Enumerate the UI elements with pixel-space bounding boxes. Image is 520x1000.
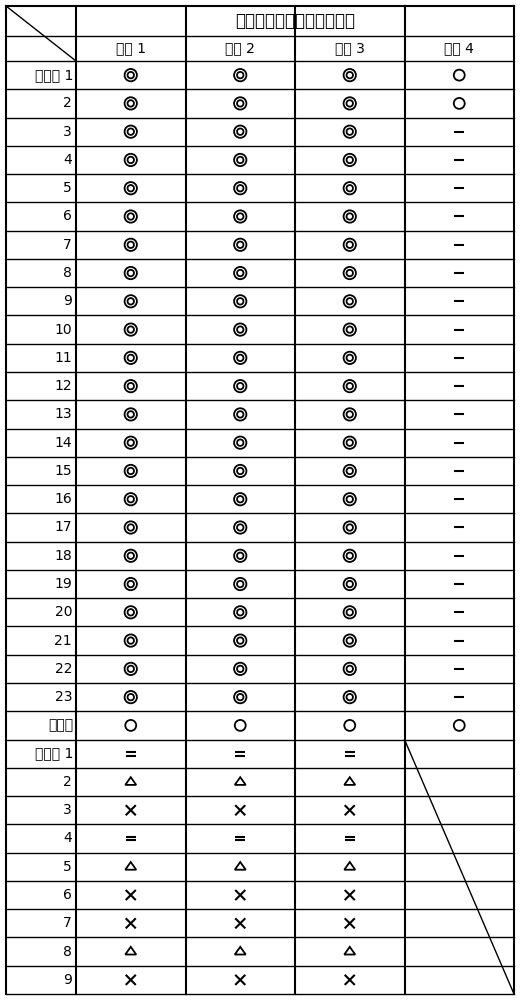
Text: 2: 2 [63,775,72,789]
Text: 试样 3: 试样 3 [335,41,365,55]
Text: 9: 9 [63,973,72,987]
Text: 6: 6 [63,888,72,902]
Text: 试样 1: 试样 1 [116,41,146,55]
Text: 8: 8 [63,945,72,959]
Text: 20: 20 [55,605,72,619]
Text: 13: 13 [55,407,72,421]
Text: 14: 14 [55,436,72,450]
Text: 23: 23 [55,690,72,704]
Text: 15: 15 [55,464,72,478]
Text: 3: 3 [63,803,72,817]
Text: 22: 22 [55,662,72,676]
Text: 21: 21 [55,634,72,648]
Text: 4: 4 [63,153,72,167]
Text: 实施例 1: 实施例 1 [35,68,73,82]
Text: 19: 19 [54,577,72,591]
Text: 16: 16 [54,492,72,506]
Text: 10: 10 [55,323,72,337]
Text: 7: 7 [63,238,72,252]
Text: 基准例: 基准例 [48,718,73,732]
Text: 12: 12 [55,379,72,393]
Text: 5: 5 [63,860,72,874]
Text: 9: 9 [63,294,72,308]
Text: 2: 2 [63,96,72,110]
Text: 4: 4 [63,831,72,845]
Text: 比较例 1: 比较例 1 [35,747,73,761]
Text: 6: 6 [63,209,72,223]
Text: 11: 11 [54,351,72,365]
Text: 5: 5 [63,181,72,195]
Text: 17: 17 [55,520,72,534]
Text: 试样 2: 试样 2 [225,41,255,55]
Text: 18: 18 [54,549,72,563]
Text: 7: 7 [63,916,72,930]
Text: 试样 4: 试样 4 [444,41,474,55]
Text: 8: 8 [63,266,72,280]
Text: 基底被膜对轻金属的密合力: 基底被膜对轻金属的密合力 [235,12,355,30]
Text: 3: 3 [63,125,72,139]
